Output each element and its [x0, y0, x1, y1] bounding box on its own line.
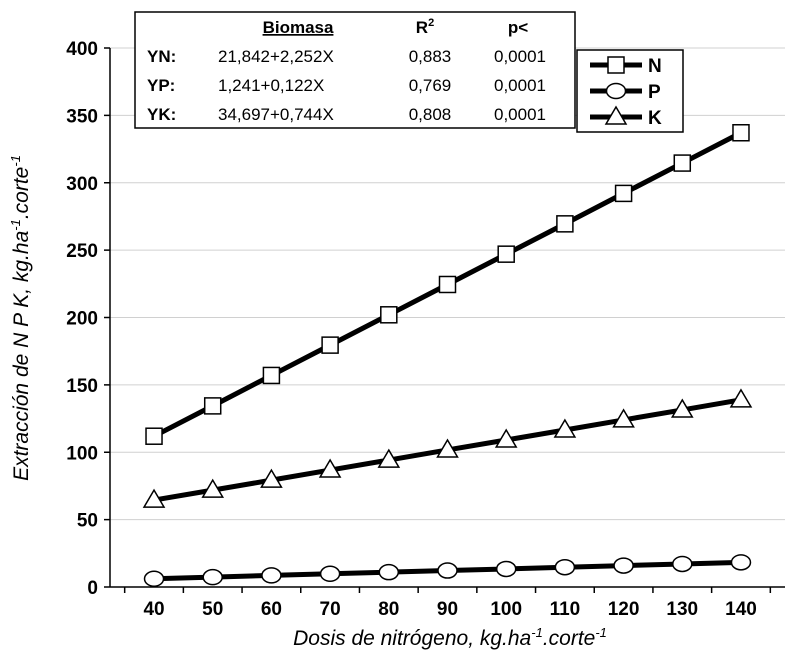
- x-tick-label: 100: [490, 599, 522, 620]
- equations-table: Biomasa R2 p< YN: 21,842+2,252X 0,883 0,000…: [134, 11, 576, 129]
- data-point-p: [554, 558, 576, 576]
- x-tick-label: 50: [202, 599, 223, 620]
- equations-table-box: [134, 11, 576, 129]
- y-axis-ticks: 0 50 100 150 200 250 300 350 400: [66, 39, 110, 599]
- series-p: [143, 554, 752, 588]
- data-point-n: [321, 336, 339, 354]
- x-axis-ticks: 40 50 60 70 80 90 100 110 120 130 140: [123, 587, 772, 620]
- table-cell: 0,0001: [494, 76, 546, 95]
- legend-marker-k: [604, 105, 628, 125]
- equations-rows: YN: 21,842+2,252X 0,883 0,0001 YP: 1,241+0,12…: [147, 47, 546, 124]
- data-point-k: [377, 448, 401, 468]
- legend-label-p: P: [648, 82, 661, 103]
- data-series: [142, 124, 753, 588]
- table-header-p: p<: [508, 18, 528, 37]
- table-header-biomasa: Biomasa: [263, 18, 334, 37]
- x-axis-title: Dosis de nitrógeno, kg.ha-1.corte-1: [293, 625, 607, 650]
- data-point-k: [260, 468, 283, 488]
- y-tick-label: 200: [66, 309, 98, 330]
- y-tick-label: 250: [66, 241, 98, 262]
- table-cell: YN:: [147, 47, 176, 66]
- data-point-k: [553, 418, 577, 438]
- data-point-k: [201, 478, 225, 498]
- data-point-k: [670, 398, 694, 418]
- data-point-n: [556, 215, 574, 233]
- table-cell: 0,0001: [494, 105, 546, 124]
- x-tick-label: 70: [320, 599, 341, 620]
- data-point-k: [318, 458, 342, 478]
- y-tick-label: 150: [66, 376, 98, 397]
- x-tick-label: 90: [437, 599, 458, 620]
- data-point-p: [261, 567, 282, 584]
- data-point-p: [613, 557, 634, 574]
- data-point-p: [319, 565, 341, 583]
- table-cell: 0,808: [409, 105, 452, 124]
- x-tick-label: 110: [550, 599, 581, 620]
- data-point-p: [495, 560, 517, 578]
- data-point-p: [672, 555, 693, 573]
- x-tick-label: 130: [666, 599, 698, 620]
- x-tick-label: 140: [725, 599, 757, 620]
- x-tick-label: 60: [261, 599, 282, 620]
- table-cell: 21,842+2,252X: [218, 47, 334, 66]
- data-point-p: [437, 562, 458, 579]
- data-point-k: [142, 488, 166, 508]
- table-cell: 0,883: [409, 47, 452, 66]
- series-k: [142, 388, 753, 508]
- data-point-n: [497, 245, 515, 263]
- table-cell: 1,241+0,122X: [218, 76, 324, 95]
- x-tick-label: 40: [143, 599, 164, 620]
- legend-marker-p: [605, 82, 627, 100]
- x-tick-label: 120: [608, 599, 640, 620]
- y-tick-label: 0: [87, 578, 98, 599]
- table-cell: YP:: [147, 76, 175, 95]
- data-point-p: [143, 570, 165, 588]
- table-cell: YK:: [147, 105, 176, 124]
- data-point-n: [380, 306, 398, 324]
- data-point-p: [730, 554, 752, 571]
- legend-label-n: N: [648, 56, 662, 77]
- data-point-k: [612, 408, 635, 428]
- data-point-n: [203, 397, 222, 415]
- data-point-n: [614, 184, 633, 203]
- series-n: [145, 124, 750, 445]
- data-point-n: [438, 275, 457, 294]
- x-tick-label: 80: [378, 599, 399, 620]
- legend-label-k: K: [648, 108, 662, 129]
- data-point-p: [378, 563, 400, 581]
- y-tick-label: 100: [66, 443, 98, 464]
- data-point-n: [145, 427, 163, 445]
- data-point-k: [436, 438, 459, 458]
- y-tick-label: 300: [66, 174, 98, 195]
- y-tick-label: 50: [77, 511, 98, 532]
- table-cell: 0,769: [409, 76, 452, 95]
- table-header-r2: R2: [416, 17, 434, 37]
- y-axis-title: Extracción de N P K, kg.ha-1.corte-1: [8, 155, 33, 481]
- table-cell: 0,0001: [494, 47, 546, 66]
- data-point-k: [729, 388, 753, 408]
- data-point-p: [202, 568, 223, 586]
- data-point-k: [494, 428, 518, 448]
- legend-marker-n: [607, 56, 625, 74]
- data-point-n: [262, 366, 281, 385]
- data-point-n: [732, 124, 750, 142]
- table-cell: 34,697+0,744X: [218, 105, 334, 124]
- y-tick-label: 350: [66, 106, 98, 127]
- legend: NPK: [576, 49, 684, 133]
- y-tick-label: 400: [66, 39, 98, 60]
- data-point-n: [673, 154, 692, 172]
